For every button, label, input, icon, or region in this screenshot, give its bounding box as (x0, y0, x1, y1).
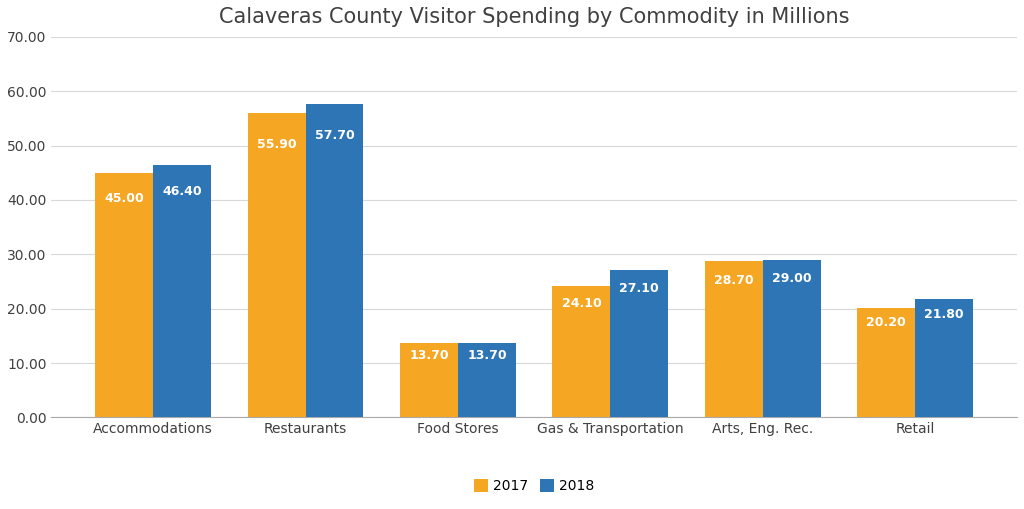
Text: 29.00: 29.00 (772, 272, 812, 286)
Text: 20.20: 20.20 (866, 317, 906, 329)
Bar (95, 173, 154, 417)
Text: 27.10: 27.10 (620, 282, 659, 295)
Text: 57.70: 57.70 (314, 129, 354, 142)
Bar (915, 299, 973, 417)
Text: 55.90: 55.90 (257, 138, 296, 151)
Text: 46.40: 46.40 (162, 185, 202, 199)
Bar (553, 287, 610, 417)
Bar (154, 165, 211, 417)
Bar (705, 261, 763, 417)
Bar (610, 270, 669, 417)
Legend: 2017, 2018: 2017, 2018 (468, 474, 600, 499)
Text: 13.70: 13.70 (467, 349, 507, 362)
Bar (248, 114, 305, 417)
Text: 13.70: 13.70 (410, 349, 449, 362)
Bar (400, 343, 458, 417)
Text: 24.10: 24.10 (561, 297, 601, 310)
Text: 21.80: 21.80 (925, 308, 964, 321)
Text: 28.70: 28.70 (714, 274, 754, 287)
Bar (458, 343, 516, 417)
Title: Calaveras County Visitor Spending by Commodity in Millions: Calaveras County Visitor Spending by Com… (219, 7, 850, 27)
Text: 45.00: 45.00 (104, 192, 144, 205)
Bar (305, 104, 364, 417)
Bar (857, 307, 915, 417)
Bar (763, 260, 820, 417)
